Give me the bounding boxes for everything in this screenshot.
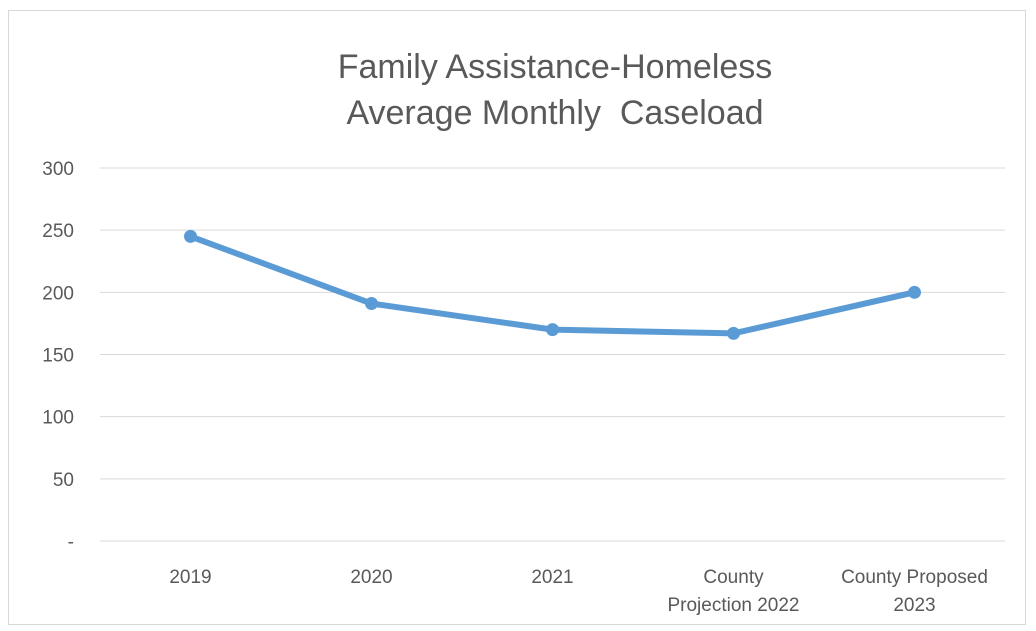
gridlines — [100, 167, 1005, 542]
chart-title: Family Assistance-Homeless Average Monthl… — [338, 48, 773, 132]
chart-title-line-2: Average Monthly Caseload — [346, 94, 763, 132]
data-point-1 — [365, 297, 378, 311]
chart-frame — [8, 10, 1026, 625]
x-axis-tick-labels: 2019 2020 2021 County Projection 2022 County … — [169, 567, 988, 616]
y-tick-label-0: - — [68, 532, 74, 553]
series-line-0 — [187, 233, 918, 337]
series — [184, 229, 921, 340]
data-point-4 — [908, 285, 921, 299]
y-tick-label-200: 200 — [42, 283, 74, 304]
chart-title-line-1: Family Assistance-Homeless — [338, 48, 773, 86]
x-tick-label-3-line-2: Projection 2022 — [667, 595, 799, 616]
y-tick-label-250: 250 — [42, 221, 74, 242]
y-tick-label-300: 300 — [42, 159, 74, 180]
y-tick-label-150: 150 — [42, 346, 74, 367]
data-point-3 — [727, 326, 740, 340]
y-axis-tick-labels: - 50 100 150 200 250 300 — [42, 159, 74, 553]
x-tick-label-0-line-1: 2019 — [169, 567, 211, 588]
data-point-0 — [184, 229, 197, 243]
x-tick-label-4-line-2: 2023 — [893, 595, 935, 616]
data-point-2 — [546, 323, 559, 337]
x-tick-label-1-line-1: 2020 — [350, 567, 392, 588]
x-tick-label-2-line-1: 2021 — [531, 567, 573, 588]
y-tick-label-100: 100 — [42, 408, 74, 429]
y-tick-label-50: 50 — [53, 470, 74, 491]
x-tick-label-4-line-1: County Proposed — [841, 567, 988, 588]
x-tick-label-3-line-1: County — [703, 567, 764, 588]
